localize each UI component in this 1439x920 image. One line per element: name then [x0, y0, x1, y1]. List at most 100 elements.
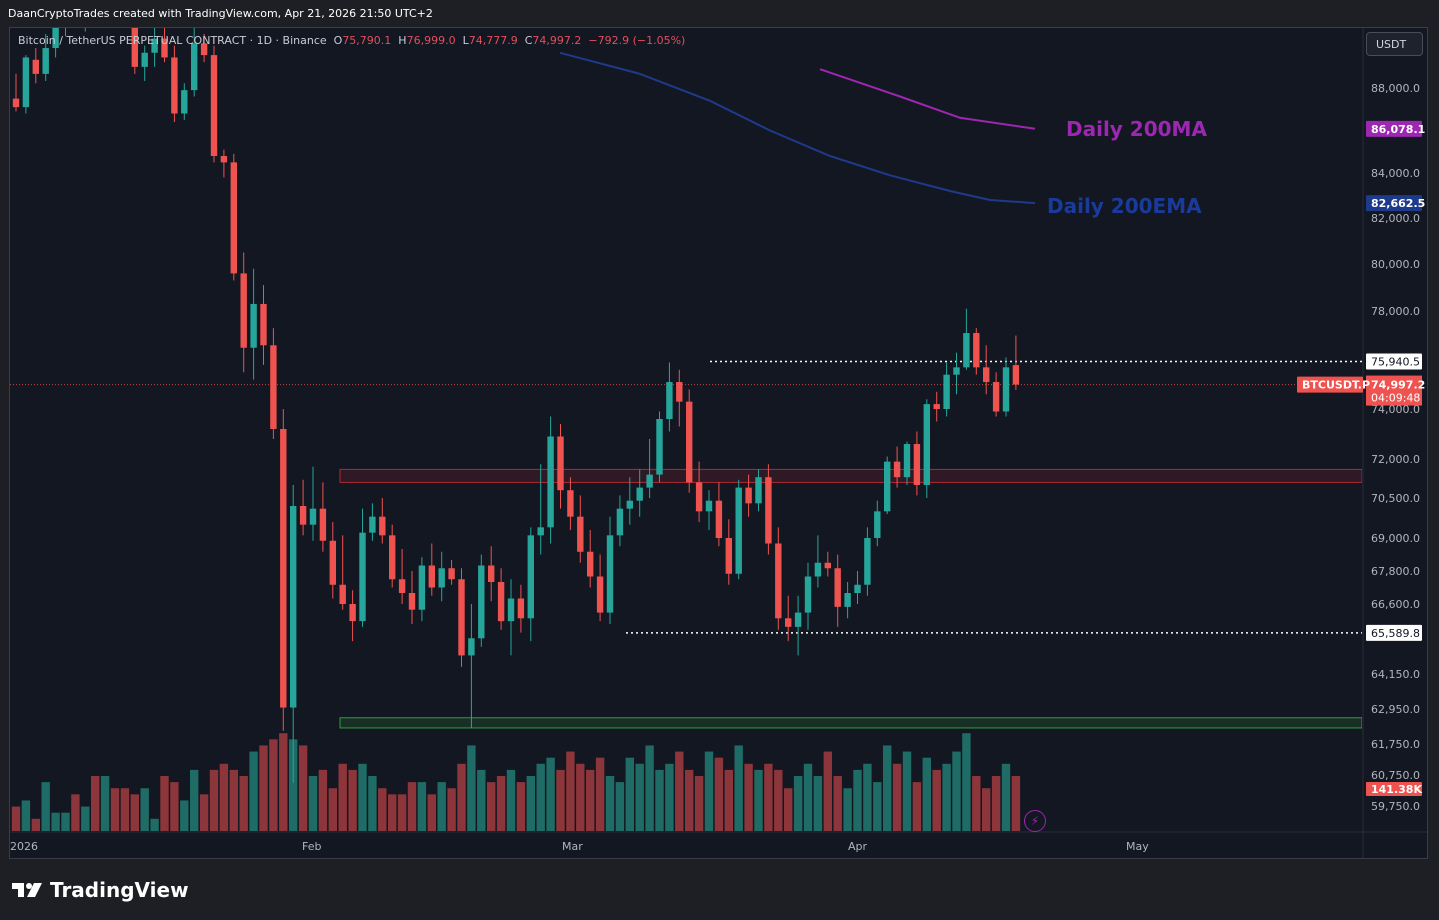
candle-body — [854, 584, 861, 593]
volume-bar — [873, 782, 882, 831]
candle-body — [963, 333, 970, 368]
volume-bar — [932, 769, 941, 831]
volume-bar — [407, 782, 417, 831]
candle-body — [339, 584, 346, 604]
candle-body — [181, 90, 188, 114]
volume-bar — [685, 769, 694, 831]
candle-body — [458, 579, 465, 656]
volume-bar — [170, 782, 179, 831]
candle-body — [240, 273, 247, 348]
volume-bar — [229, 769, 238, 831]
candle-body — [686, 401, 693, 483]
volume-bar — [150, 818, 159, 831]
candle-body — [517, 598, 525, 619]
candle-body — [616, 508, 624, 536]
candle-body — [903, 444, 911, 478]
candle-body — [567, 490, 574, 517]
y-tick-label: 70,500.0 — [1371, 492, 1420, 505]
candle-body — [319, 508, 327, 541]
volume-bar — [952, 751, 961, 831]
candle-body — [52, 28, 59, 49]
volume-bar — [675, 751, 684, 831]
countdown-badge: 04:09:48 — [1371, 392, 1420, 405]
ma-annotation: Daily 200MA — [1066, 117, 1207, 141]
volume-bar — [704, 751, 714, 831]
volume-bar — [605, 776, 615, 831]
volume-bar — [962, 733, 971, 831]
volume-bar — [665, 763, 674, 831]
candle-body — [755, 477, 762, 504]
candle-body — [943, 374, 950, 409]
candle-body — [893, 461, 901, 478]
candle-body — [299, 506, 307, 525]
attribution-text: DaanCryptoTrades created with TradingVie… — [8, 7, 433, 20]
volume-bar — [447, 788, 456, 831]
volume-bar — [546, 757, 555, 831]
x-tick-label: Apr — [848, 840, 868, 853]
volume-bar — [61, 812, 70, 831]
candle-body — [1002, 367, 1010, 412]
open-value: 75,790.1 — [342, 34, 392, 47]
y-tick-label: 60,750.0 — [1371, 769, 1420, 782]
volume-bar — [427, 794, 436, 831]
y-tick-label: 62,950.0 — [1371, 703, 1420, 716]
candle-body — [785, 618, 792, 627]
candle-body — [844, 593, 851, 607]
volume-bar — [744, 763, 753, 831]
alert-bolt-icon[interactable]: ⚡ — [1024, 810, 1046, 832]
volume-bar — [477, 769, 486, 831]
volume-bar — [31, 818, 40, 831]
candle-body — [12, 98, 20, 108]
candle-body — [735, 487, 742, 574]
candle-body — [151, 38, 158, 53]
candle-body — [804, 576, 812, 613]
brand-name: TradingView — [50, 878, 189, 902]
candle-body — [468, 638, 475, 656]
volume-bar — [368, 776, 377, 831]
volume-bar — [912, 782, 922, 831]
candle-body — [369, 516, 376, 533]
support-price-badge-bg — [1366, 624, 1422, 641]
volume-bar — [100, 776, 110, 831]
ema-price-badge: 82,662.5 — [1371, 197, 1425, 210]
volume-bar — [774, 769, 783, 831]
y-tick-label: 59,750.0 — [1371, 800, 1420, 813]
candle-body — [220, 156, 228, 163]
volume-bar — [853, 769, 862, 831]
volume-bar — [972, 776, 981, 831]
volume-bar — [417, 782, 427, 831]
tradingview-mark-icon — [12, 883, 42, 897]
candle-body — [22, 57, 30, 108]
volume-bar — [338, 763, 347, 831]
chart-frame[interactable] — [9, 27, 1428, 859]
candle-body — [250, 303, 257, 348]
volume-bar — [991, 776, 1001, 831]
volume-bar — [764, 763, 773, 831]
ticker-badge-bg — [1297, 376, 1363, 393]
candle-body — [260, 303, 267, 346]
candle-body — [359, 532, 366, 622]
volume-bar — [576, 763, 585, 831]
volume-bar — [249, 751, 258, 831]
currency-button[interactable]: USDT — [1366, 32, 1423, 56]
x-tick-label: Feb — [302, 840, 321, 853]
candle-body — [646, 474, 653, 488]
volume-bar — [892, 763, 902, 831]
volume-bar — [190, 769, 199, 831]
volume-bar — [823, 751, 832, 831]
volume-bar — [595, 757, 605, 831]
volume-badge: 141.38K — [1371, 783, 1422, 796]
volume-bar — [328, 788, 337, 831]
candle-body — [705, 500, 713, 512]
y-tick-label: 72,000.0 — [1371, 453, 1420, 466]
volume-bar — [180, 800, 189, 831]
ma-price-badge-bg — [1366, 120, 1422, 137]
change-value: −792.9 (−1.05%) — [588, 34, 686, 47]
volume-bar — [140, 788, 149, 831]
top-bar: DaanCryptoTrades created with TradingVie… — [0, 0, 1439, 28]
candle-body — [141, 52, 148, 67]
candle-body — [131, 28, 138, 67]
volume-bar — [110, 788, 120, 831]
volume-bar — [199, 794, 209, 831]
